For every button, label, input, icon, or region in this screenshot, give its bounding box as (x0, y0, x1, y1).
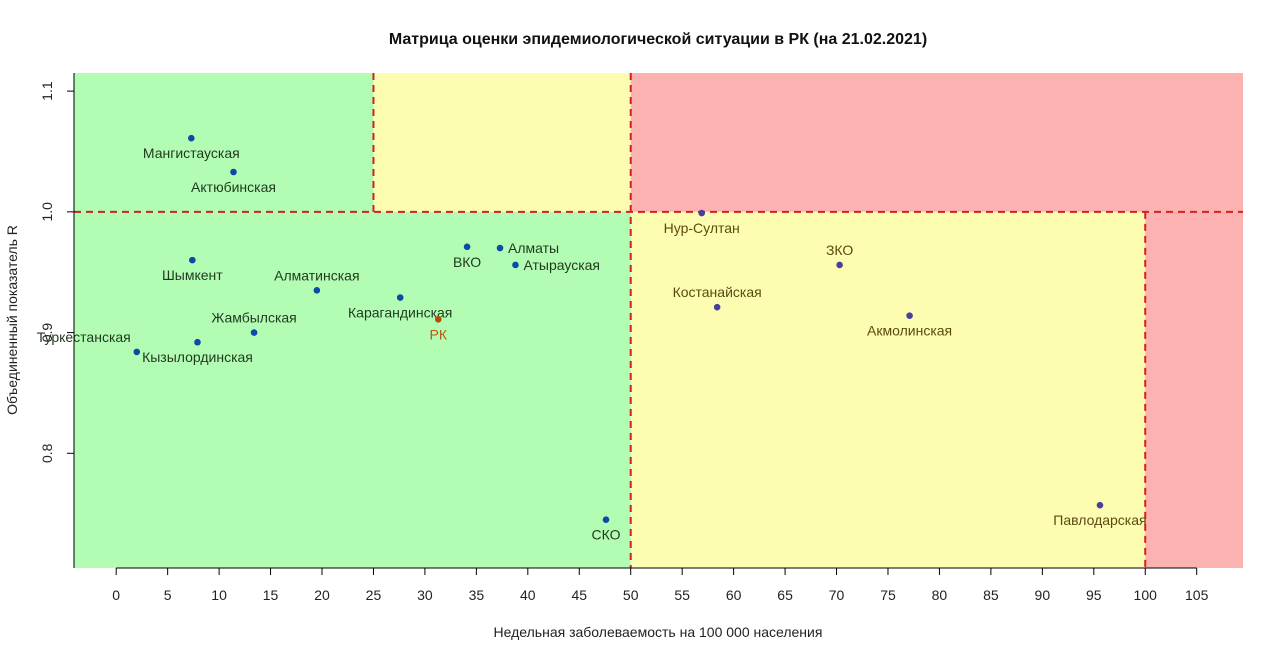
point-label-11: Атырауская (523, 257, 600, 273)
point-13 (698, 209, 706, 217)
zone-0 (74, 73, 374, 212)
point-1 (230, 168, 237, 176)
point-8 (434, 315, 442, 323)
point-12 (602, 516, 610, 524)
x-tick-label-45: 45 (571, 587, 587, 603)
x-tick-label-50: 50 (623, 587, 639, 603)
threshold-lines (74, 73, 1243, 568)
point-3 (313, 287, 321, 294)
x-tick-label-15: 15 (263, 587, 279, 603)
x-tick-label-5: 5 (164, 587, 172, 603)
x-tick-label-25: 25 (366, 587, 382, 603)
x-tick-label-70: 70 (829, 587, 845, 603)
point-label-17: Павлодарская (1053, 512, 1146, 528)
point-label-4: Жамбылская (211, 310, 296, 326)
y-tick-label-3: 1.1 (39, 81, 55, 101)
zone-1 (373, 73, 631, 212)
point-label-13: Нур-Султан (664, 220, 740, 236)
x-tick-label-55: 55 (674, 587, 690, 603)
point-15 (713, 303, 721, 311)
point-6 (194, 338, 201, 346)
x-tick-label-60: 60 (726, 587, 742, 603)
point-label-0: Мангистауская (143, 145, 240, 161)
point-label-8: РК (430, 326, 448, 342)
chart-title: Матрица оценки эпидемиологической ситуац… (389, 31, 927, 48)
y-tick-label-1: 0.9 (39, 323, 55, 343)
point-label-3: Алматинская (274, 267, 359, 283)
x-tick-label-65: 65 (777, 587, 793, 603)
point-2 (189, 256, 196, 264)
x-tick-label-90: 90 (1035, 587, 1051, 603)
data-points: Мангистауская Актюбинская Шымкент Алматинск… (37, 134, 1147, 543)
point-14 (836, 261, 843, 269)
y-tick-label-0: 0.8 (39, 443, 55, 463)
point-9 (463, 243, 471, 251)
point-label-6: Кызылординская (142, 349, 253, 365)
y-axis-label: Объединенный показатель R (4, 225, 20, 415)
y-tick-label-2: 1.0 (39, 202, 55, 222)
point-16 (906, 312, 913, 319)
point-label-10: Алматы (508, 240, 559, 256)
x-tick-label-95: 95 (1086, 587, 1102, 603)
point-label-16: Акмолинская (867, 323, 952, 339)
x-tick-label-105: 105 (1185, 587, 1209, 603)
x-tick-label-80: 80 (932, 587, 948, 603)
point-label-14: ЗКО (826, 242, 853, 258)
zone-4 (630, 211, 1146, 568)
zone-3 (74, 211, 631, 568)
x-tick-label-0: 0 (112, 587, 120, 603)
x-tick-label-35: 35 (469, 587, 485, 603)
x-tick-label-30: 30 (417, 587, 433, 603)
x-tick-label-10: 10 (211, 587, 227, 603)
point-0 (188, 134, 195, 142)
zone-2 (630, 73, 1243, 212)
point-10 (496, 244, 504, 252)
zone-5 (1145, 211, 1243, 568)
point-5 (133, 348, 141, 356)
x-tick-label-40: 40 (520, 587, 536, 603)
point-label-2: Шымкент (162, 267, 223, 283)
x-tick-label-100: 100 (1134, 587, 1158, 603)
x-tick-label-20: 20 (314, 587, 330, 603)
axes: 0 5 10 15 20 25 30 35 40 45 50 55 60 65 70 75 80 85 90 95 10… (39, 73, 1209, 603)
point-17 (1096, 501, 1104, 509)
point-label-1: Актюбинская (191, 179, 276, 195)
x-tick-label-75: 75 (880, 587, 896, 603)
point-label-15: Костанайская (673, 284, 762, 300)
x-axis-label: Недельная заболеваемость на 100 000 насе… (494, 624, 823, 640)
point-label-12: СКО (592, 527, 621, 543)
x-tick-label-85: 85 (983, 587, 999, 603)
point-label-7: Карагандинская (348, 305, 452, 321)
point-11 (512, 261, 519, 269)
point-label-9: ВКО (453, 254, 481, 270)
point-label-5: Туркестанская (37, 329, 131, 345)
point-4 (250, 329, 258, 336)
point-7 (396, 294, 404, 301)
risk-zones (74, 73, 1243, 568)
